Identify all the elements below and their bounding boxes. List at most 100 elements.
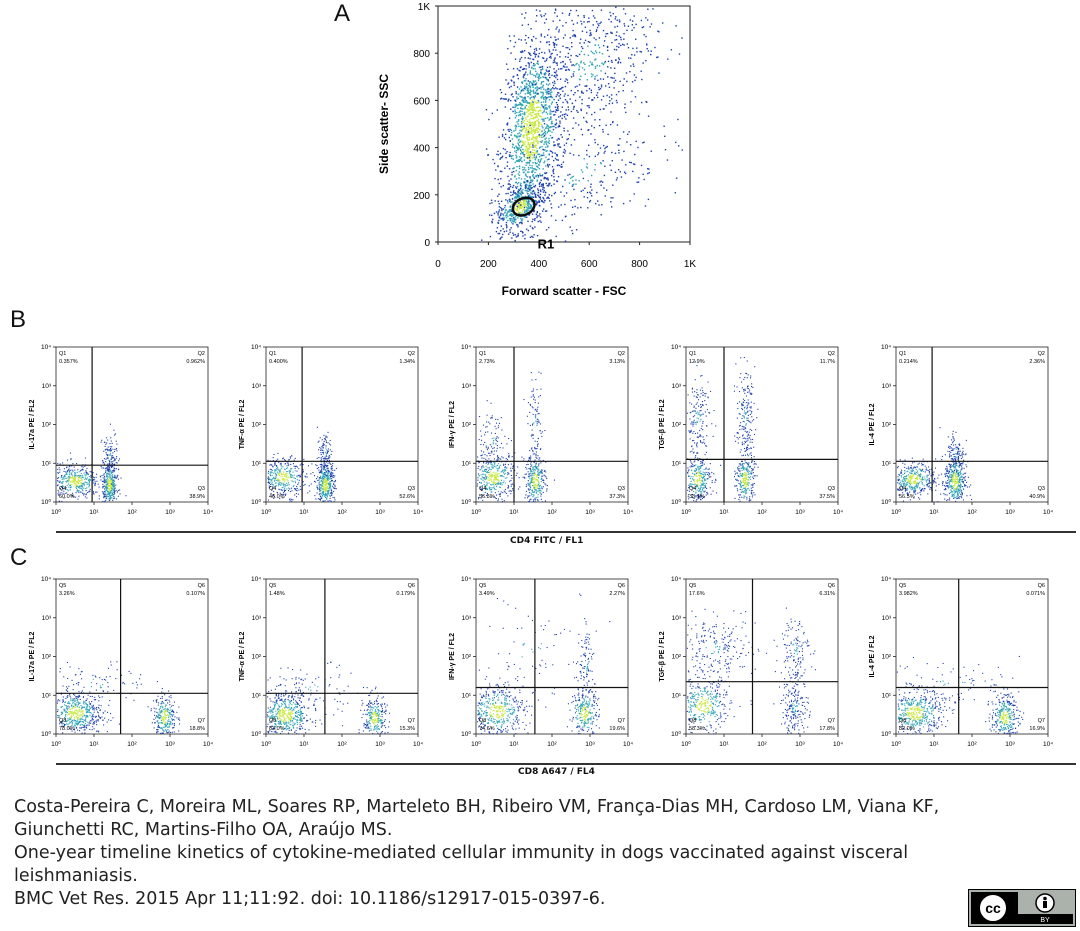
panel-a-event-dot (558, 116, 560, 118)
panel-a-event-dot (535, 129, 537, 131)
panel-b-event-dot (322, 451, 324, 453)
panel-a-event-dot (538, 185, 541, 188)
panel-b-event-dot (503, 463, 505, 465)
panel-a-event-dot (525, 162, 528, 164)
panel-a-event-dot (588, 65, 590, 67)
panel-b-event-dot (277, 485, 279, 487)
panel-b-event-dot (111, 456, 113, 458)
panel-b-event-dot (106, 470, 108, 472)
panel-b-event-dot (92, 472, 94, 474)
panel-a-event-dot (554, 82, 556, 85)
panel-a-event-dot (559, 146, 562, 148)
panel-b-event-dot (536, 466, 538, 468)
panel-a-event-dot (528, 130, 530, 132)
panel-b-event-dot (288, 459, 290, 461)
panel-a-event-dot (528, 131, 531, 134)
panel-a-event-dot (537, 127, 539, 130)
panel-a-event-dot (548, 51, 551, 53)
panel-a-event-dot (546, 113, 549, 115)
panel-a-event-dot (594, 50, 597, 52)
panel-a-event-dot (654, 46, 656, 49)
panel-b-event-dot (330, 474, 332, 476)
panel-b-event-dot (284, 468, 286, 470)
panel-a-event-dot (617, 57, 620, 59)
panel-a-event-dot (516, 224, 518, 226)
panel-a-event-dot (524, 113, 526, 116)
panel-a-event-dot (591, 99, 593, 101)
panel-b-event-dot (324, 495, 326, 497)
panel-b-event-dot (273, 472, 275, 474)
panel-b-event-dot (102, 500, 104, 502)
panel-a-event-dot (594, 139, 596, 141)
panel-b-event-dot (519, 486, 521, 488)
panel-b-event-dot (66, 471, 68, 473)
panel-a-event-dot (535, 155, 538, 157)
panel-b-event-dot (480, 489, 482, 491)
panel-b-event-dot (120, 477, 122, 479)
panel-a-event-dot (607, 60, 610, 63)
panel-a-event-dot (528, 148, 530, 150)
panel-a-event-dot (567, 138, 569, 140)
panel-a-event-dot (572, 175, 574, 178)
panel-b-event-dot (109, 470, 111, 472)
panel-a-event-dot (615, 49, 618, 51)
panel-b-event-dot (56, 485, 59, 487)
panel-a-event-dot (560, 68, 562, 70)
panel-a-event-dot (666, 159, 669, 161)
panel-b-event-dot (332, 462, 334, 465)
panel-a-event-dot (518, 138, 520, 141)
panel-a-event-dot (504, 209, 507, 211)
panel-a-event-dot (529, 151, 532, 153)
panel-b-event-dot (272, 484, 274, 486)
panel-a-event-dot (510, 134, 513, 136)
panel-a-event-dot (519, 104, 521, 106)
panel-b-event-dot (490, 488, 493, 491)
panel-a-frame (437, 5, 691, 243)
panel-a-event-dot (550, 103, 553, 105)
panel-a-event-dot (586, 21, 589, 23)
panel-b-event-dot (326, 477, 329, 479)
panel-a-event-dot (522, 141, 524, 144)
panel-b-event-dot (106, 483, 108, 485)
panel-b-event-dot (284, 460, 286, 462)
panel-b-event-dot (494, 492, 496, 494)
panel-b-event-dot (297, 493, 300, 495)
panel-b-event-dot (284, 489, 287, 492)
panel-b-event-dot (539, 448, 541, 451)
panel-a-event-dot (629, 200, 631, 202)
panel-b-event-dot (108, 489, 110, 491)
panel-a-event-dot (648, 168, 650, 170)
panel-a-event-dot (532, 179, 534, 181)
panel-b-event-dot (57, 489, 59, 491)
panel-a-event-dot (526, 74, 529, 76)
panel-b-event-dot (109, 454, 111, 456)
panel-a-event-dot (638, 113, 641, 115)
panel-b-event-dot (535, 489, 537, 491)
panel-b-event-dot (81, 469, 83, 471)
panel-a-event-dot (521, 218, 524, 220)
panel-a-event-dot (505, 192, 507, 195)
panel-a-event-dot (537, 176, 539, 178)
panel-b-event-dot (63, 475, 65, 477)
panel-a-event-dot (541, 136, 543, 138)
panel-b-event-dot (324, 500, 326, 502)
panel-b-event-dot (106, 468, 108, 470)
panel-b-event-dot (319, 498, 321, 500)
panel-b-event-dot (114, 469, 116, 471)
panel-a-event-dot (598, 46, 601, 49)
panel-a-event-dot (518, 69, 520, 72)
panel-b-event-dot (104, 500, 106, 502)
panel-a-event-dot (536, 131, 539, 134)
panel-b-event-dot (324, 487, 327, 489)
panel-a-event-dot (546, 93, 548, 95)
panel-b-event-dot (88, 490, 90, 492)
panel-a-event-dot (494, 200, 496, 202)
panel-a-event-dot (526, 176, 529, 178)
panel-a-event-dot (510, 108, 512, 110)
panel-b-event-dot (110, 466, 113, 468)
panel-a-event-dot (565, 109, 567, 111)
panel-a-event-dot (549, 150, 552, 152)
panel-a-event-dot (554, 106, 557, 108)
panel-b-event-dot (79, 487, 81, 489)
panel-a-event-dot (551, 110, 553, 113)
